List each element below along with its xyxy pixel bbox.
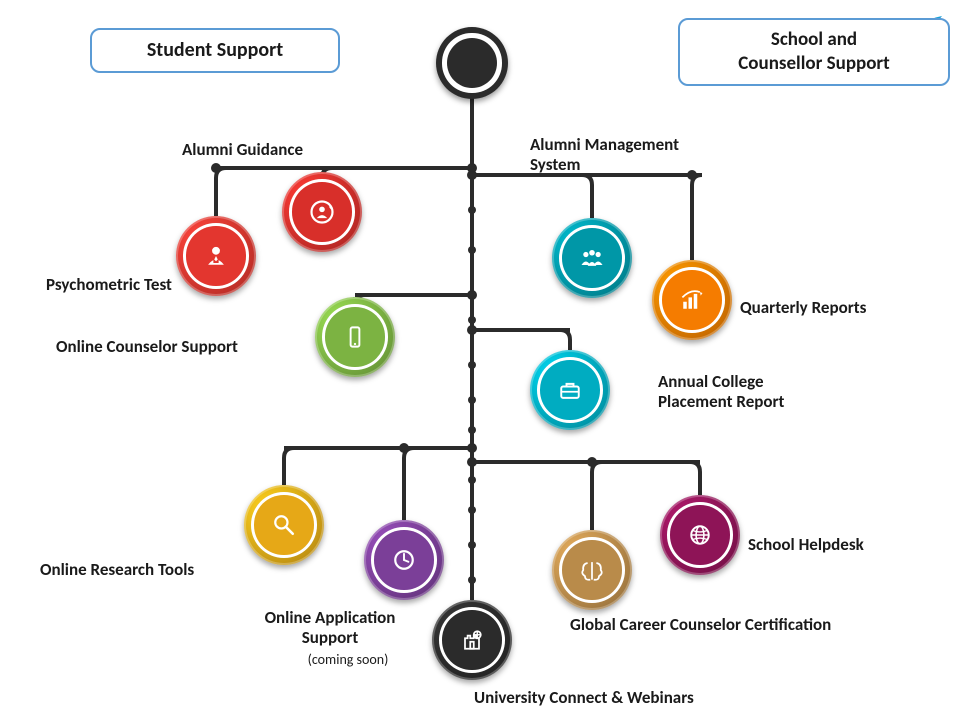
node-research_tools bbox=[244, 485, 324, 565]
subnote-app_support: (coming soon) bbox=[268, 652, 428, 669]
node-terminal bbox=[432, 600, 512, 680]
label-online_counsel: Online Counselor Support bbox=[56, 337, 296, 357]
label-terminal: University Connect & Webinars bbox=[474, 688, 794, 708]
node-app_support bbox=[364, 520, 444, 600]
node-alumni_mgmt bbox=[552, 218, 632, 298]
node-quarterly bbox=[652, 260, 732, 340]
diagram-stage: { "canvas": { "w": 960, "h": 720, "bg": … bbox=[0, 0, 960, 720]
label-app_support: Online ApplicationSupport bbox=[230, 608, 430, 649]
node-helpdesk bbox=[660, 495, 740, 575]
root-node bbox=[436, 27, 508, 99]
node-annual_report bbox=[530, 350, 610, 430]
label-helpdesk: School Helpdesk bbox=[748, 535, 928, 555]
node-alumni_guidance bbox=[282, 172, 362, 252]
label-gcc_cert: Global Career Counselor Certification bbox=[570, 615, 930, 635]
label-alumni_mgmt: Alumni ManagementSystem bbox=[530, 135, 750, 176]
node-gcc_cert bbox=[552, 530, 632, 610]
label-psychometric: Psychometric Test bbox=[46, 275, 216, 295]
label-annual_report: Annual CollegePlacement Report bbox=[658, 372, 878, 413]
label-quarterly: Quarterly Reports bbox=[740, 298, 920, 318]
label-research_tools: Online Research Tools bbox=[40, 560, 250, 580]
node-online_counsel bbox=[315, 297, 395, 377]
label-alumni_guidance: Alumni Guidance bbox=[182, 140, 362, 160]
